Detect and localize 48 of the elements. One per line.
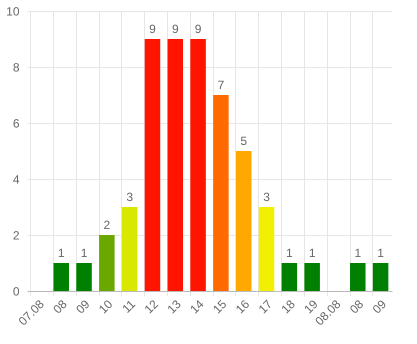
data-label: 1 bbox=[80, 246, 88, 260]
data-label: 3 bbox=[126, 190, 134, 204]
data-label: 1 bbox=[308, 246, 316, 260]
bar bbox=[372, 263, 388, 291]
x-tick-label: 11 bbox=[119, 296, 138, 316]
bar bbox=[99, 235, 115, 291]
bar bbox=[122, 207, 138, 291]
bar bbox=[304, 263, 320, 291]
x-tick-label: 09 bbox=[370, 296, 390, 316]
bar bbox=[236, 151, 252, 291]
bar bbox=[76, 263, 92, 291]
x-tick-label: 15 bbox=[210, 296, 230, 316]
x-tick-label: 18 bbox=[278, 296, 298, 316]
data-label: 1 bbox=[377, 246, 384, 260]
x-tick-label: 09 bbox=[73, 296, 93, 316]
data-label: 1 bbox=[58, 246, 65, 260]
data-label: 7 bbox=[218, 78, 225, 92]
bar bbox=[53, 263, 69, 291]
data-label: 1 bbox=[286, 246, 293, 260]
x-tick-label: 08 bbox=[346, 296, 366, 316]
bar bbox=[258, 207, 274, 291]
bar bbox=[282, 263, 298, 291]
y-tick-label: 0 bbox=[12, 284, 20, 298]
x-tick-label: 10 bbox=[96, 296, 116, 316]
y-tick-label: 2 bbox=[12, 228, 20, 242]
data-label: 9 bbox=[172, 22, 179, 36]
x-tick-label: 19 bbox=[301, 296, 321, 316]
x-tick-label: 17 bbox=[256, 296, 276, 316]
y-tick-label: 4 bbox=[12, 172, 20, 186]
data-label: 9 bbox=[149, 22, 156, 36]
bar bbox=[144, 39, 160, 291]
bar bbox=[350, 263, 366, 291]
data-label: 1 bbox=[354, 246, 362, 260]
bar bbox=[213, 95, 229, 291]
data-label: 2 bbox=[104, 218, 110, 232]
y-tick-label: 10 bbox=[6, 4, 20, 18]
bar bbox=[168, 39, 184, 291]
x-tick-label: 08 bbox=[50, 296, 70, 316]
y-tick-label: 8 bbox=[12, 60, 20, 74]
x-tick-label: 16 bbox=[232, 296, 252, 316]
x-tick-label: 13 bbox=[164, 296, 184, 316]
x-tick-label: 12 bbox=[142, 296, 162, 316]
bar bbox=[190, 39, 206, 291]
y-tick-label: 6 bbox=[12, 116, 20, 130]
data-label: 5 bbox=[240, 134, 248, 148]
x-tick-label: 14 bbox=[187, 296, 207, 316]
data-label: 3 bbox=[263, 190, 270, 204]
data-label: 9 bbox=[194, 22, 202, 36]
